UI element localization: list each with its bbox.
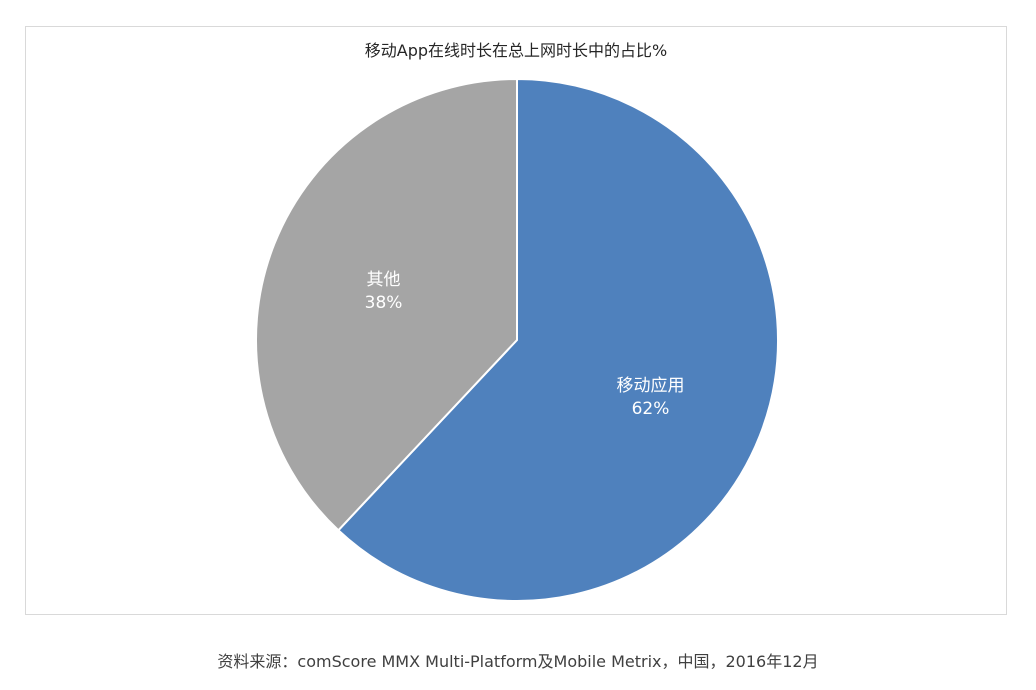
chart-area: 移动App在线时长在总上网时长中的占比% 移动应用 62% 其他 38% <box>25 26 1007 615</box>
chart-title: 移动App在线时长在总上网时长中的占比% <box>364 41 668 60</box>
pie-slice-mobile-apps <box>337 78 779 602</box>
pie-slice-other <box>255 78 518 532</box>
slice-label-mobile-apps: 移动应用 <box>616 376 684 396</box>
slice-value-other: 38% <box>365 293 403 313</box>
pie-chart: 移动应用 62% 其他 38% <box>255 78 779 602</box>
source-note: 资料来源：comScore MMX Multi-Platform及Mobile … <box>217 652 819 671</box>
slice-label-other: 其他 <box>367 270 401 290</box>
slice-value-mobile-apps: 62% <box>632 399 670 419</box>
